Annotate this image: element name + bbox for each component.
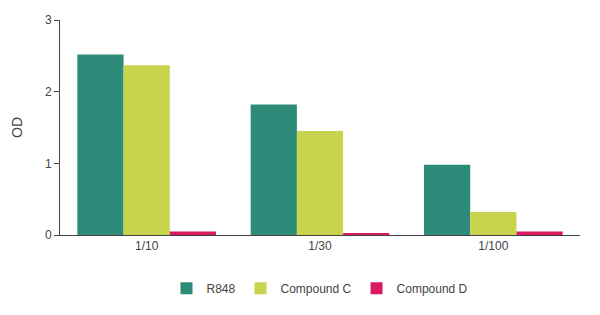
svg-text:1/100: 1/100	[478, 239, 508, 253]
svg-text:1/10: 1/10	[135, 239, 159, 253]
svg-text:OD: OD	[9, 117, 25, 138]
svg-text:R848: R848	[207, 282, 236, 296]
svg-text:2: 2	[45, 85, 52, 99]
svg-text:Compound C: Compound C	[281, 282, 352, 296]
svg-text:0: 0	[45, 228, 52, 242]
svg-text:1/30: 1/30	[308, 239, 332, 253]
svg-text:3: 3	[45, 13, 52, 27]
svg-text:1: 1	[45, 157, 52, 171]
svg-text:Compound D: Compound D	[397, 282, 468, 296]
